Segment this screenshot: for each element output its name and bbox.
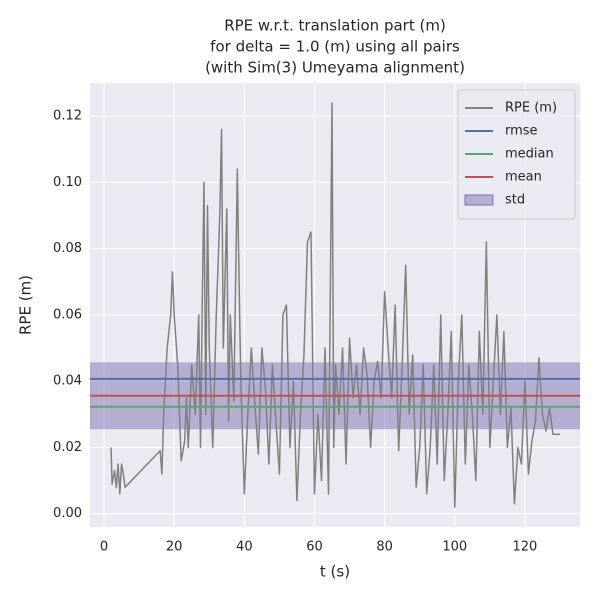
legend-swatch xyxy=(464,194,494,206)
x-tick-label: 100 xyxy=(442,540,467,555)
x-tick-label: 60 xyxy=(306,540,323,555)
y-axis-label: RPE (m) xyxy=(17,275,35,335)
x-tick-label: 20 xyxy=(166,540,183,555)
x-tick-label: 80 xyxy=(376,540,393,555)
legend-label: median xyxy=(505,147,554,162)
y-tick-label: 0.06 xyxy=(53,307,82,322)
legend-box xyxy=(457,89,576,220)
y-tick-label: 0.02 xyxy=(53,440,82,455)
title-line: (with Sim(3) Umeyama alignment) xyxy=(205,59,465,77)
y-tick-label: 0.04 xyxy=(53,374,82,389)
x-tick-label: 120 xyxy=(513,540,538,555)
y-tick-label: 0.08 xyxy=(53,241,82,256)
y-tick-label: 0.10 xyxy=(53,175,82,190)
x-tick-label: 0 xyxy=(100,540,108,555)
legend-label: mean xyxy=(505,170,542,185)
title-line: for delta = 1.0 (m) using all pairs xyxy=(210,38,460,56)
legend-label: RPE (m) xyxy=(505,101,557,116)
legend-label: std xyxy=(505,193,525,208)
legend-label: rmse xyxy=(505,124,538,139)
y-tick-label: 0.00 xyxy=(53,506,82,521)
data-line xyxy=(110,102,561,508)
x-axis-label: t (s) xyxy=(320,563,350,581)
title-line: RPE w.r.t. translation part (m) xyxy=(224,17,446,35)
y-tick-label: 0.12 xyxy=(53,109,82,124)
x-tick-label: 40 xyxy=(236,540,253,555)
